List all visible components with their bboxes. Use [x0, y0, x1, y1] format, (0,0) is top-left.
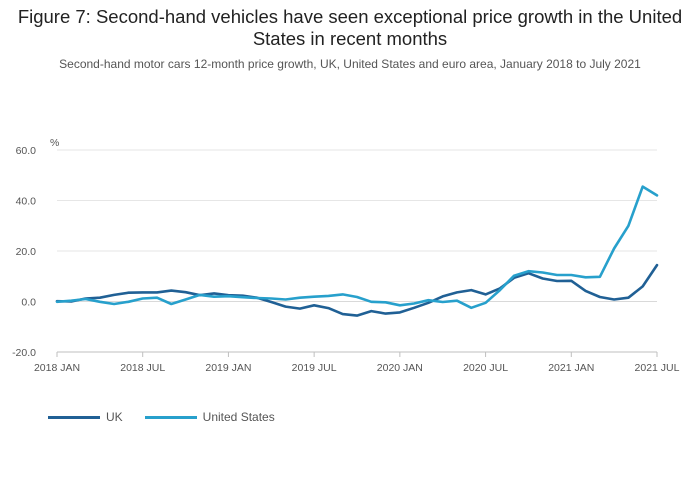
chart-title: Figure 7: Second-hand vehicles have seen…	[17, 6, 683, 49]
legend-item-uk[interactable]: UK	[48, 410, 123, 424]
x-tick-label: 2021 JAN	[548, 362, 594, 374]
legend-label-uk: UK	[106, 410, 123, 424]
y-tick-label: 20.0	[16, 246, 37, 258]
series-line-us	[55, 185, 659, 310]
chart-subtitle: Second-hand motor cars 12-month price gr…	[59, 57, 641, 71]
y-tick-label: -20.0	[12, 347, 36, 359]
y-tick-label: 40.0	[16, 196, 37, 208]
x-tick-label: 2020 JAN	[377, 362, 423, 374]
legend-swatch-uk	[48, 415, 100, 419]
x-tick-label: 2021 JUL	[635, 362, 680, 374]
legend-swatch-us	[144, 415, 197, 419]
legend-item-us[interactable]: United States	[144, 410, 275, 424]
line-chart: 60.0 40.0 20.0 0.0 -20.0% 2018 JAN 2018 JUL 201…	[12, 137, 680, 374]
legend-label-us: United States	[202, 410, 275, 424]
chart-legend: UK United States	[48, 408, 297, 426]
x-tick-label: 2019 JUL	[292, 362, 337, 374]
x-tick-label: 2020 JUL	[463, 362, 508, 374]
x-tick-label: 2019 JAN	[205, 362, 251, 374]
x-tick-label: 2018 JAN	[34, 362, 80, 374]
y-tick-label: 60.0	[16, 145, 37, 157]
y-tick-label: 0.0	[21, 297, 36, 309]
series-line-uk	[55, 263, 659, 317]
x-tick-label: 2018 JUL	[120, 362, 165, 374]
y-axis-label: %	[50, 137, 59, 149]
